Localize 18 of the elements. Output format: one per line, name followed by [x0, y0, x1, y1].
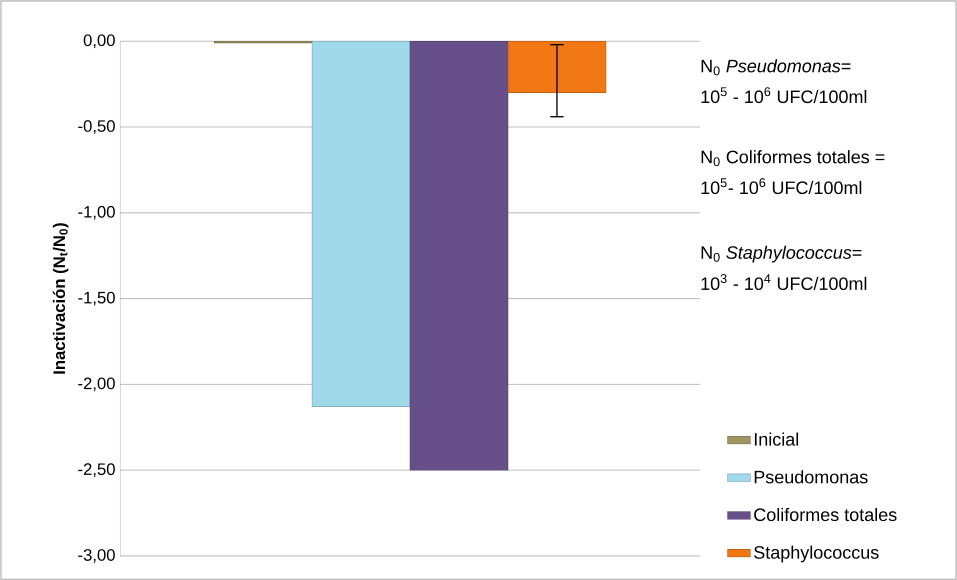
text: N$_{0}$ Pseudomonas=	[702, 59, 850, 76]
y-tick-label: 0,00	[84, 34, 115, 48]
y-tick-label: -2,00	[78, 377, 115, 392]
y-tick-label: -2,50	[78, 463, 115, 477]
text: 10$^{5}$ - 10$^{6}$ UFC/100ml	[702, 87, 866, 104]
text: N$_{0}$ Staphylococcus=	[702, 246, 862, 262]
y-tick-label: -3,00	[78, 548, 115, 563]
legend-label: Inicial	[754, 432, 798, 446]
legend-label: Coliformes totales	[754, 508, 897, 522]
y-tick-label: -0,50	[78, 120, 115, 134]
y-tick-label: -1,00	[78, 206, 115, 220]
text: 10$^{3}$ - 10$^{4}$ UFC/100ml	[702, 274, 866, 290]
text: Inactivación (N$_{t}$/N$_{0}$)	[52, 223, 68, 374]
text: 10$^{5}$- 10$^{6}$ UFC/100ml	[702, 178, 862, 194]
legend-label: Pseudomonas	[754, 470, 868, 484]
legend-label: Staphylococcus	[754, 546, 879, 562]
y-tick-label: -1,50	[78, 292, 115, 306]
text: N$_{0}$ Coliformes totales =	[702, 150, 884, 166]
